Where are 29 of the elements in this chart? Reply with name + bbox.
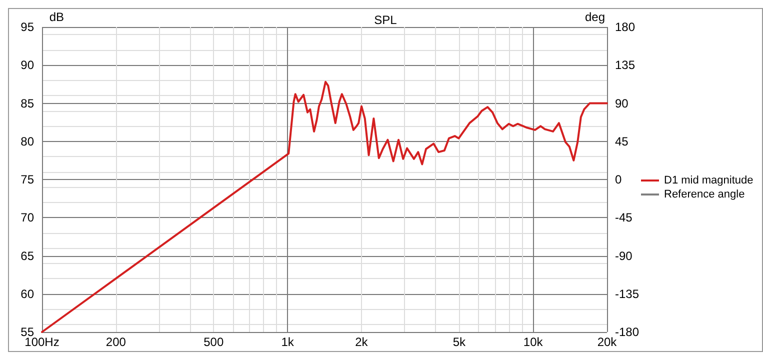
y-tick-label: 60 (20, 286, 34, 301)
x-tick-label: 10k (523, 335, 544, 349)
y-tick-label: 85 (20, 96, 34, 110)
x-tick-label: 1k (281, 335, 295, 349)
y2-tick-label: 135 (615, 58, 636, 72)
x-tick-label: 5k (452, 335, 466, 349)
y-tick-label: 65 (20, 248, 34, 263)
y2-tick-label: -45 (615, 210, 633, 225)
x-tick-label: 2k (355, 335, 369, 349)
y-tick-label: 95 (20, 20, 34, 34)
x-tick-label: 20k (597, 335, 618, 349)
y-axis-title: dB (49, 10, 64, 24)
y-tick-label: 90 (20, 58, 34, 72)
x-tick-label: 200 (106, 335, 126, 349)
y2-tick-label: 180 (615, 20, 636, 34)
legend-label: Reference angle (664, 188, 745, 200)
y-tick-label: 75 (20, 172, 34, 186)
y-tick-label: 70 (20, 210, 34, 225)
legend-label: D1 mid magnitude (664, 174, 754, 186)
y2-tick-label: -135 (615, 286, 640, 301)
y2-tick-label: 90 (615, 96, 629, 110)
x-tick-label: 500 (204, 335, 224, 349)
y2-tick-label: 45 (615, 134, 629, 148)
y2-tick-label: -180 (615, 325, 640, 339)
y2-axis-title: deg (585, 10, 606, 24)
y2-tick-label: 0 (615, 172, 622, 186)
y-tick-label: 80 (20, 134, 34, 148)
chart-title: SPL (374, 13, 398, 27)
y2-tick-label: -90 (615, 248, 633, 263)
